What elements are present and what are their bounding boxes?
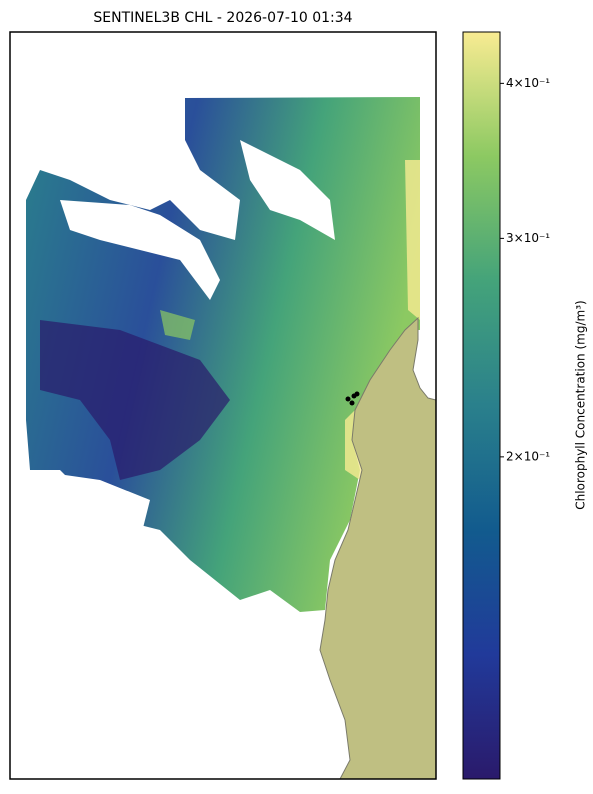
low-chl-patch — [40, 320, 230, 480]
station — [354, 391, 360, 397]
high-chl-patch — [405, 160, 420, 320]
station — [349, 400, 355, 406]
high-chl-patch — [160, 310, 195, 340]
cloud-gap — [30, 470, 150, 560]
colorbar-tick-label: 2×10⁻¹ — [506, 449, 550, 463]
chart-title: SENTINEL3B CHL - 2026-07-10 01:34 — [93, 10, 352, 26]
cloud-gap — [60, 200, 220, 300]
colorbar-label: Chlorophyll Concentration (mg/m³) — [574, 300, 588, 509]
land — [319, 316, 436, 779]
cloud-gap — [240, 140, 335, 240]
colorbar-tick-label: 3×10⁻¹ — [506, 231, 550, 245]
station — [345, 396, 351, 402]
map-frame — [9, 31, 437, 780]
colorbar — [462, 31, 501, 780]
colorbar-tick-label: 4×10⁻¹ — [506, 76, 550, 90]
map-area — [26, 97, 436, 779]
